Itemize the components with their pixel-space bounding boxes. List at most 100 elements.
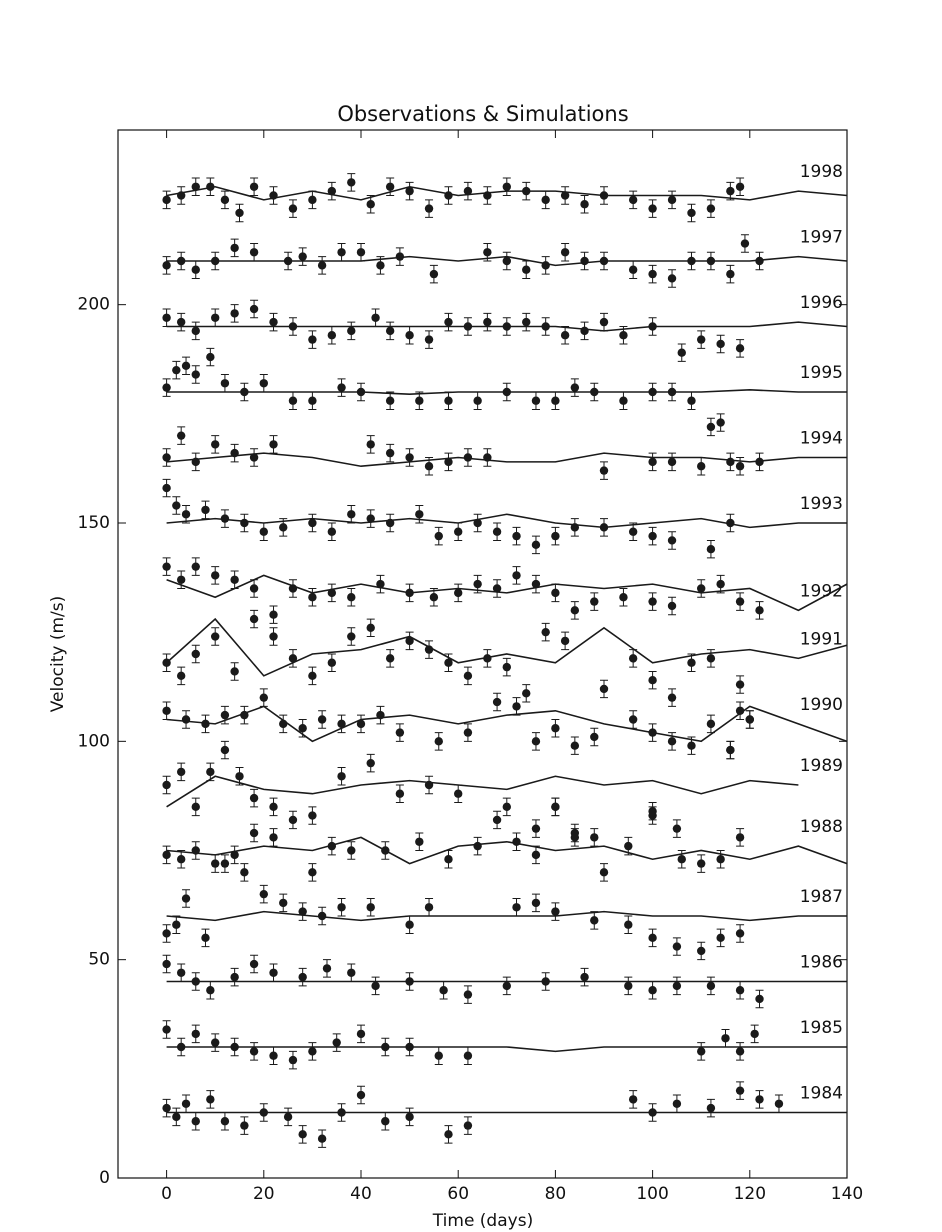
observation-point	[327, 588, 337, 598]
observation-point	[463, 1051, 473, 1060]
observation-point	[697, 335, 706, 344]
observation-point	[172, 365, 181, 375]
observation-point	[473, 396, 482, 405]
observation-point	[697, 584, 706, 593]
observation-point	[317, 911, 327, 921]
observation-point	[429, 269, 439, 279]
observation-point	[599, 256, 609, 266]
observation-point	[162, 1103, 171, 1113]
observation-point	[648, 676, 657, 685]
observation-point	[697, 462, 706, 471]
observation-point	[327, 186, 337, 196]
observation-point	[551, 724, 560, 733]
observation-point	[706, 981, 716, 991]
observation-point	[298, 907, 307, 916]
observation-point	[337, 903, 346, 912]
observation-point	[444, 457, 453, 467]
observation-point	[162, 929, 171, 938]
x-tick-label: 40	[350, 1184, 372, 1204]
x-tick-label: 60	[447, 1184, 469, 1204]
observation-point	[424, 903, 434, 912]
observation-point	[308, 396, 317, 405]
observation-point	[356, 1090, 366, 1100]
observation-point	[405, 453, 414, 462]
simulation-line	[166, 617, 848, 677]
observation-point	[716, 933, 725, 943]
observation-point	[220, 1117, 230, 1126]
observation-point	[580, 256, 589, 266]
observation-point	[473, 579, 482, 589]
observation-point	[240, 518, 249, 528]
observation-point	[648, 986, 657, 995]
observation-point	[580, 972, 589, 982]
observation-point	[308, 1047, 317, 1056]
observation-point	[385, 396, 395, 405]
observation-point	[628, 527, 638, 536]
x-tick-label: 0	[161, 1184, 172, 1204]
observation-point	[162, 383, 171, 392]
observation-point	[259, 889, 268, 899]
observation-point	[181, 715, 191, 724]
observation-point	[502, 256, 511, 266]
observation-point	[162, 313, 171, 322]
observation-point	[181, 1099, 191, 1108]
observation-point	[269, 802, 278, 812]
observation-point	[735, 929, 745, 938]
observation-point	[444, 1130, 453, 1139]
observation-point	[322, 964, 332, 973]
observation-point	[551, 907, 560, 916]
observation-point	[463, 728, 473, 737]
observation-point	[176, 575, 186, 584]
observation-point	[385, 518, 395, 528]
observation-point	[298, 252, 307, 261]
observation-point	[283, 256, 293, 266]
observation-point	[176, 191, 186, 200]
observation-point	[206, 182, 215, 191]
y-axis-label: Velocity (m/s)	[48, 596, 68, 713]
observation-point	[308, 195, 317, 205]
observation-point	[240, 710, 249, 720]
observation-point	[687, 208, 696, 218]
observation-point	[531, 737, 541, 746]
observation-point	[298, 1130, 307, 1139]
observation-point	[220, 514, 230, 523]
year-label: 1994	[800, 429, 843, 449]
observation-point	[317, 715, 327, 724]
simulation-line	[166, 574, 848, 612]
observation-point	[424, 204, 434, 213]
observation-point	[385, 448, 395, 458]
observation-point	[599, 191, 609, 200]
observation-point	[706, 204, 716, 213]
observation-point	[332, 1038, 341, 1047]
observation-point	[395, 789, 405, 798]
observation-point	[176, 431, 186, 440]
year-label: 1997	[800, 228, 843, 248]
observation-point	[288, 815, 298, 825]
observation-point	[512, 702, 521, 711]
observation-point	[667, 274, 677, 283]
observation-point	[347, 178, 356, 187]
observation-point	[463, 1121, 473, 1130]
year-label: 1993	[800, 494, 843, 514]
observation-point	[522, 186, 531, 196]
observation-point	[181, 510, 191, 519]
observation-point	[750, 1029, 759, 1039]
observation-point	[735, 462, 745, 471]
observation-point	[424, 335, 434, 344]
observation-point	[162, 959, 171, 969]
observation-point	[211, 440, 220, 449]
observation-point	[220, 745, 230, 755]
observation-point	[395, 728, 405, 737]
y-tick-label: 150	[78, 513, 110, 533]
observation-point	[211, 632, 220, 641]
observation-point	[162, 706, 171, 715]
observation-point	[648, 457, 657, 467]
observation-point	[735, 182, 745, 191]
observation-point	[716, 418, 725, 427]
observation-point	[502, 662, 511, 672]
simulation-line	[166, 452, 847, 468]
observation-point	[211, 256, 220, 266]
observation-point	[735, 1047, 745, 1056]
observation-point	[580, 200, 589, 209]
observation-point	[405, 1112, 414, 1122]
